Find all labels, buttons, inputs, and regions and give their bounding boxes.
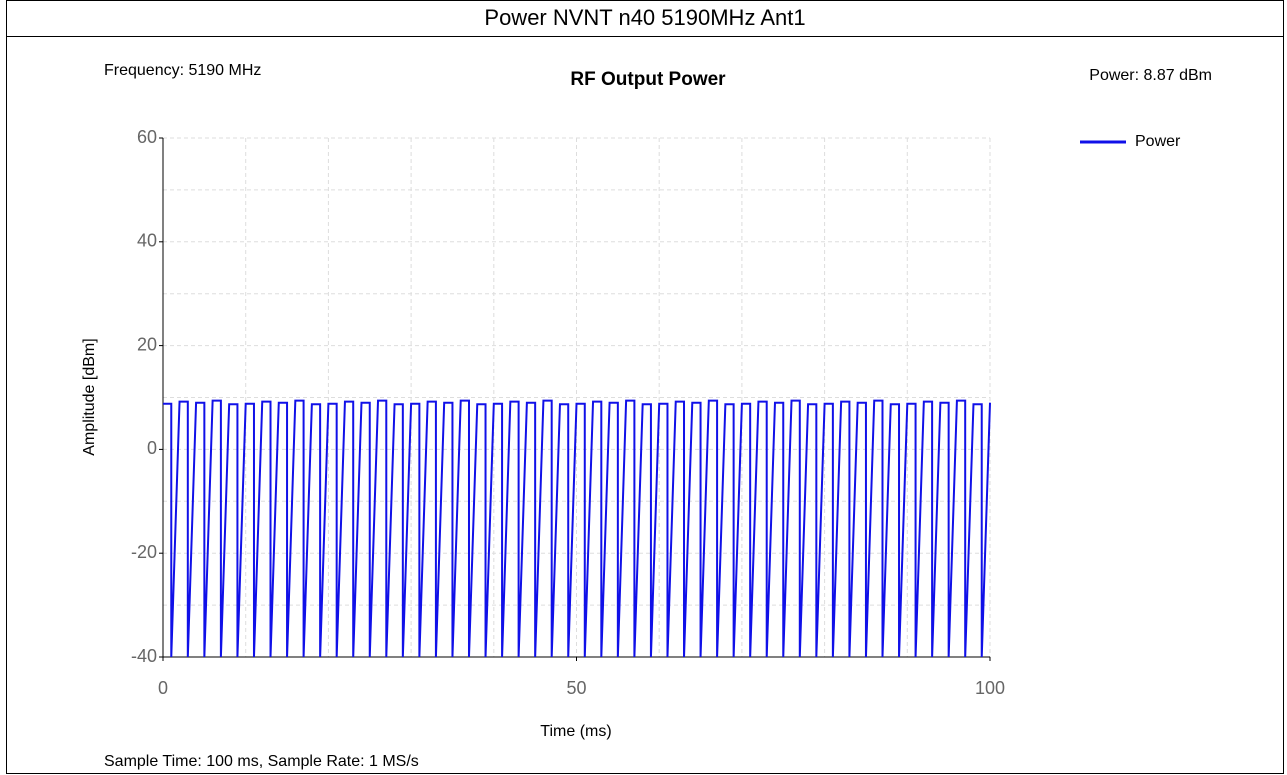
y-tick-label: 0: [147, 438, 157, 458]
x-tick-label: 50: [566, 678, 586, 698]
power-line: [163, 399, 991, 658]
y-tick-label: -20: [131, 542, 157, 562]
x-tick-label: 0: [158, 678, 168, 698]
y-axis-label: Amplitude [dBm]: [81, 338, 98, 455]
y-tick-label: 20: [137, 334, 157, 354]
y-tick-label: 60: [137, 127, 157, 147]
power: Power: 8.87 dBm: [1089, 67, 1212, 84]
x-tick-label: 100: [975, 678, 1005, 698]
x-axis-label: Time (ms): [540, 723, 611, 740]
footer: Sample Time: 100 ms, Sample Rate: 1 MS/s: [104, 753, 419, 770]
y-tick-label: 40: [137, 231, 157, 251]
legend-label: Power: [1135, 133, 1181, 150]
header: Power NVNT n40 5190MHz Ant1: [484, 5, 805, 30]
y-tick-label: -40: [131, 646, 157, 666]
chart-title: RF Output Power: [570, 69, 726, 90]
frame: [6, 0, 1284, 774]
frequency: Frequency: 5190 MHz: [104, 62, 261, 79]
